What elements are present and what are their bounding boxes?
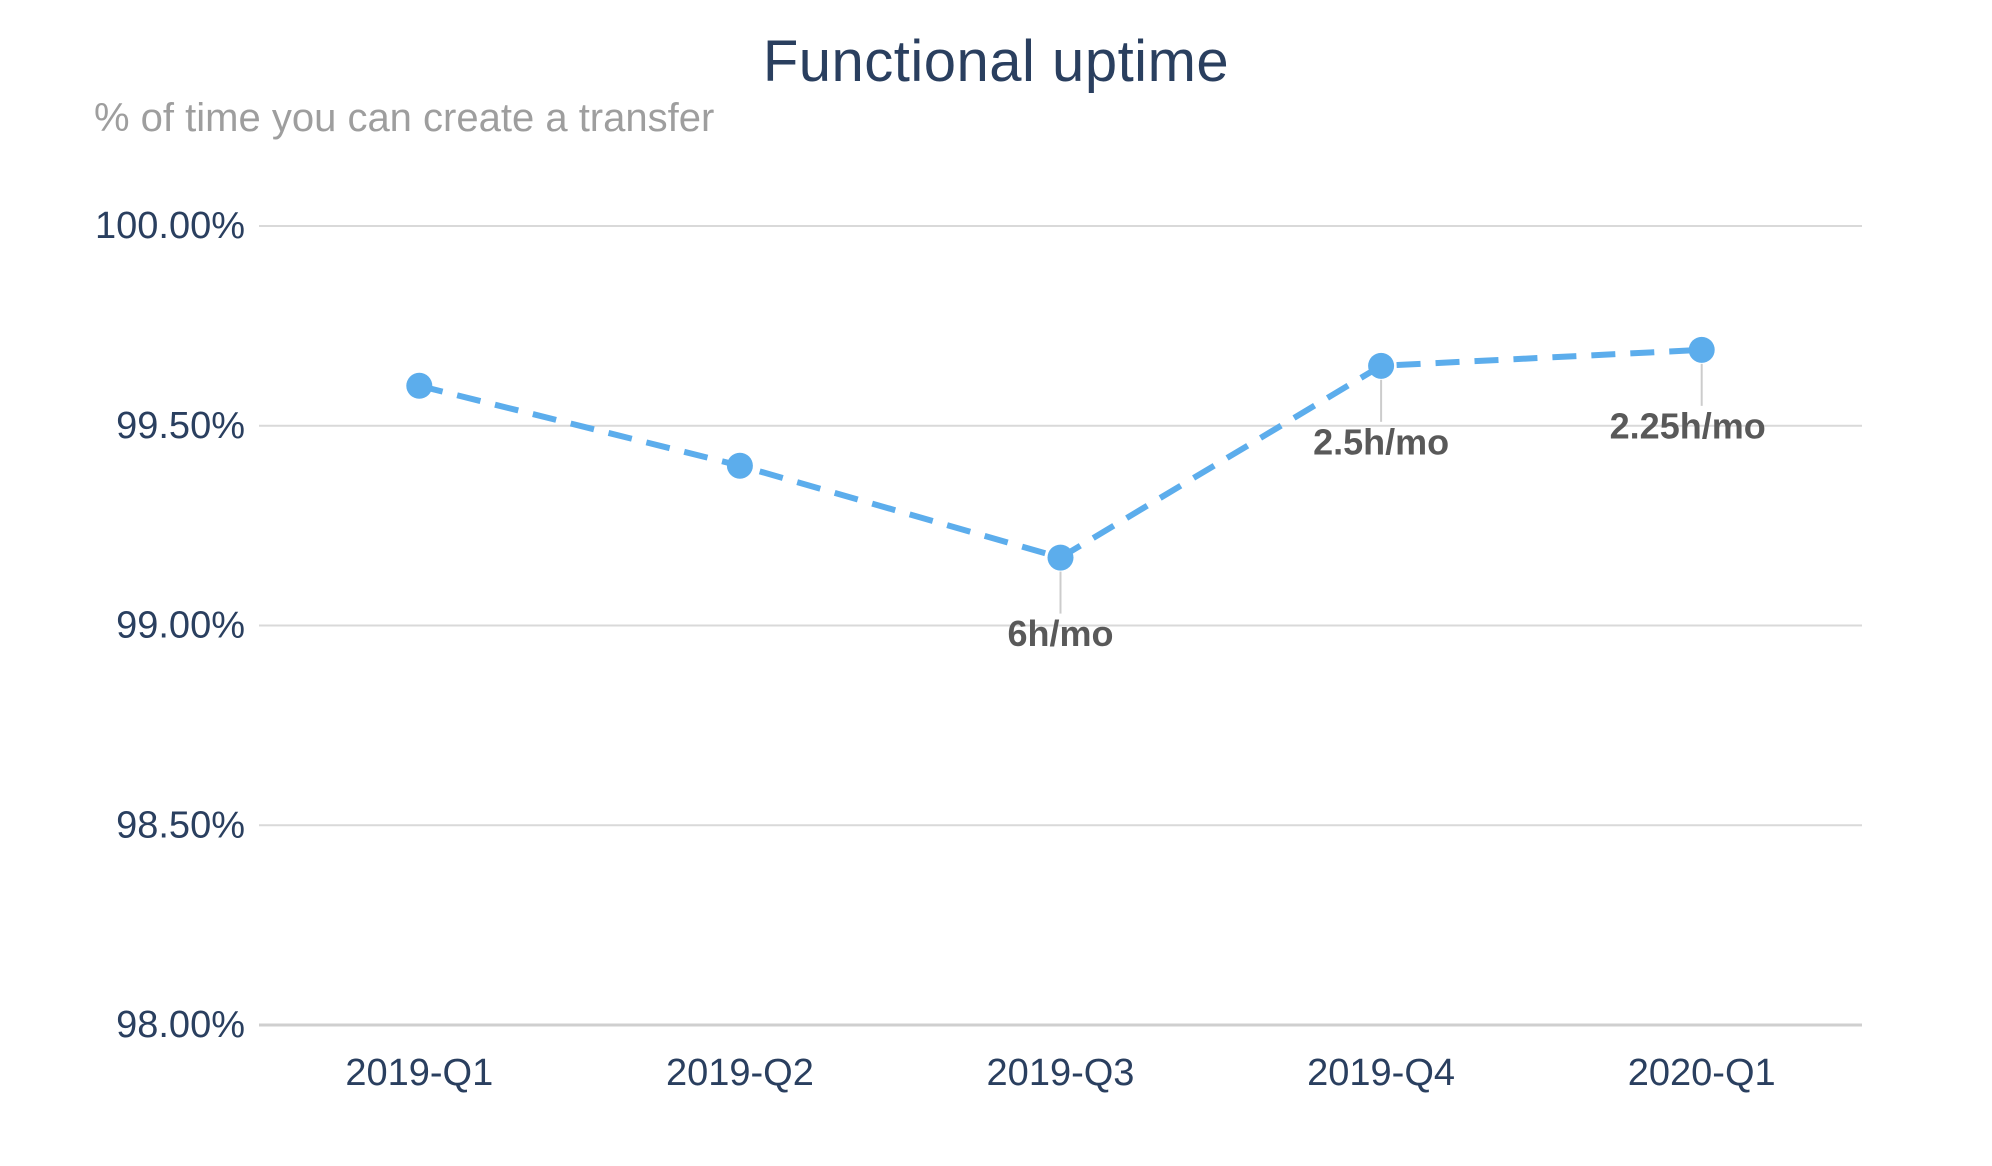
annotation-label: 2.25h/mo <box>1610 405 1766 446</box>
data-point[interactable] <box>726 452 753 479</box>
chart-subtitle: % of time you can create a transfer <box>94 96 715 140</box>
data-point[interactable] <box>1688 336 1715 363</box>
annotation-label: 2.5h/mo <box>1313 421 1449 462</box>
x-tick-label: 2019-Q4 <box>1307 1052 1455 1094</box>
data-point[interactable] <box>406 372 433 399</box>
trend-line <box>418 346 1702 561</box>
y-tick-label: 98.00% <box>116 1004 245 1046</box>
chart-title: Functional uptime <box>762 29 1230 94</box>
y-tick-label: 99.00% <box>116 605 245 647</box>
y-tick-label: 99.50% <box>116 405 245 447</box>
annotation-label: 6h/mo <box>1007 613 1113 654</box>
x-tick-label: 2019-Q1 <box>345 1052 493 1094</box>
y-tick-label: 100.00% <box>95 205 245 247</box>
x-tick-label: 2019-Q3 <box>987 1052 1135 1094</box>
data-point[interactable] <box>1047 544 1074 571</box>
y-tick-label: 98.50% <box>116 804 245 846</box>
x-tick-label: 2019-Q2 <box>666 1052 814 1094</box>
data-point[interactable] <box>1368 352 1395 379</box>
x-tick-label: 2020-Q1 <box>1628 1052 1776 1094</box>
